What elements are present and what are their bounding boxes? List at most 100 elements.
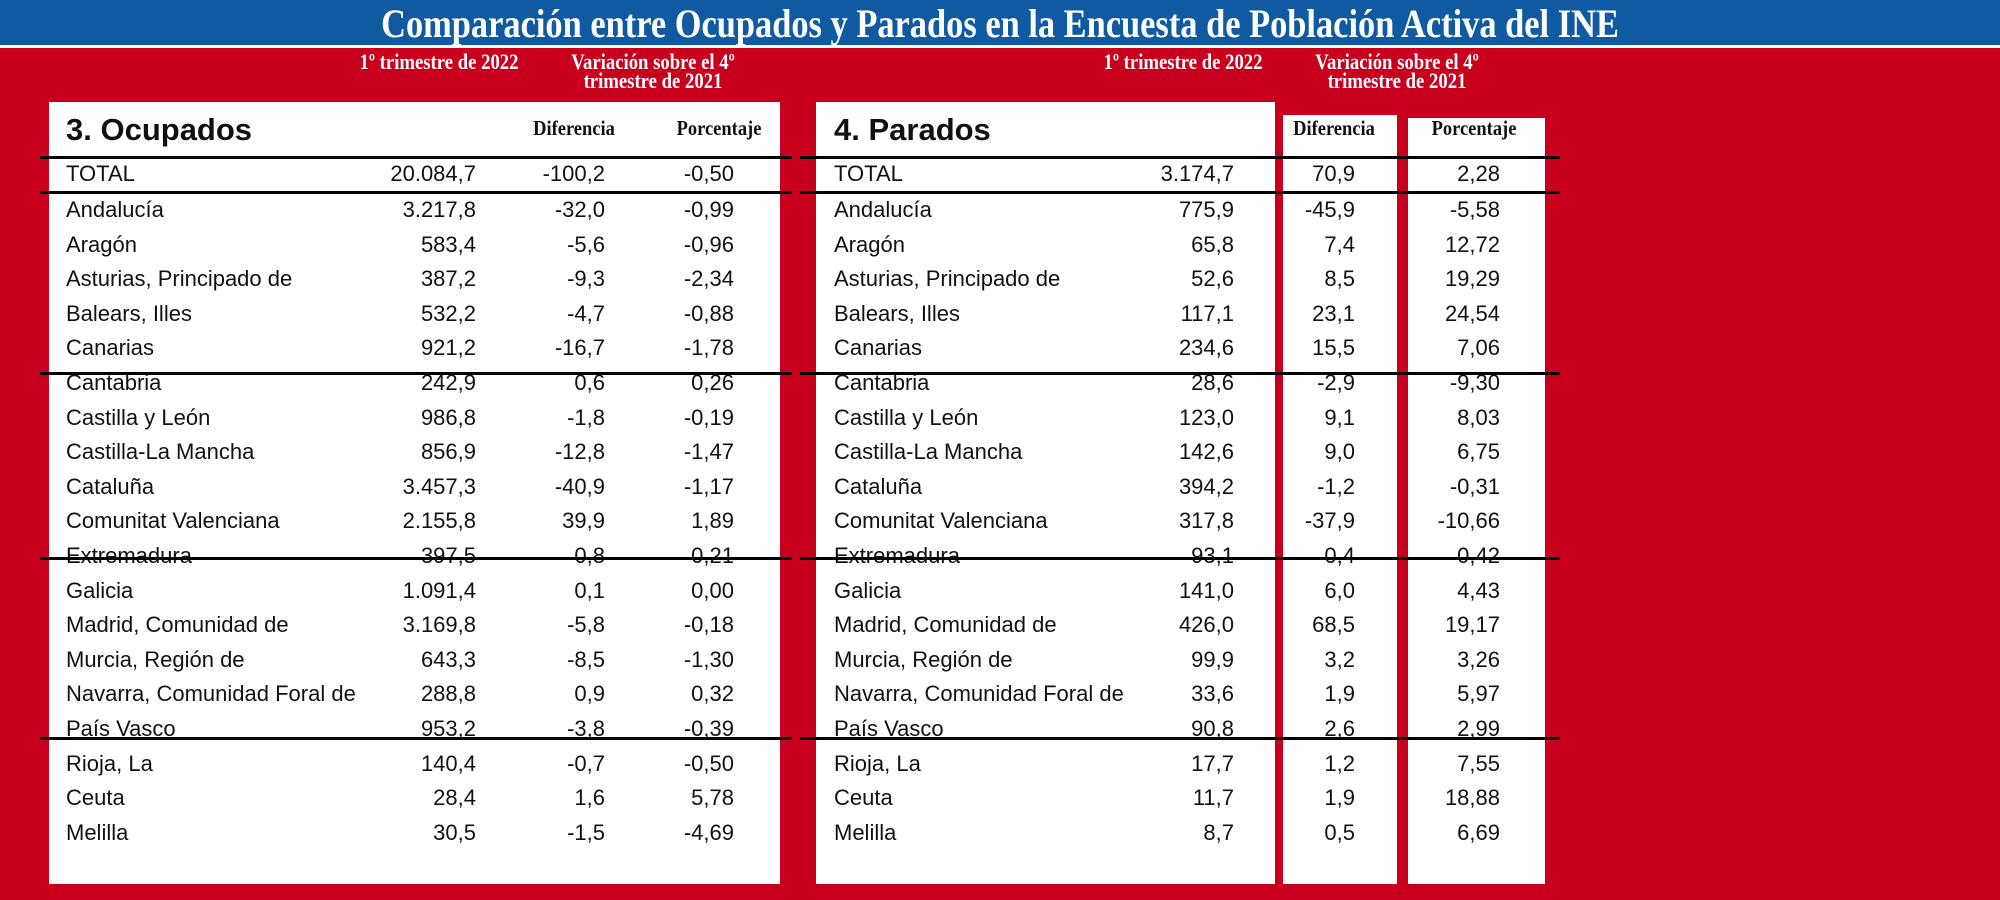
ocupados-title: 3. Ocupados <box>66 112 253 147</box>
ocupados-diff-cell: -100,2 <box>542 161 605 186</box>
ocupados-diff-cell: -1,8 <box>567 404 605 430</box>
ocupados-value-cell: 288,8 <box>420 681 476 707</box>
ocupados-value-cell: 3.169,8 <box>402 612 476 638</box>
ocupados-row: Melilla 30,5 -1,5 -4,69 <box>0 816 2000 850</box>
ocupados-value-cell: 30,5 <box>433 819 476 845</box>
parados-row: Madrid, Comunidad de 426,0 68,5 19,17 <box>0 608 2000 642</box>
ocupados-pct-cell: 0,32 <box>691 681 734 707</box>
group-divider <box>800 557 1560 560</box>
parados-pct-cell: 3,26 <box>1457 646 1500 672</box>
parados-diff-cell: 0,4 <box>1324 543 1355 568</box>
ocupados-diff-cell: 0,8 <box>574 543 605 568</box>
parados-pct-panel <box>1408 118 1545 884</box>
ocupados-pct-cell: 5,78 <box>691 785 734 811</box>
group-divider <box>800 191 1560 194</box>
ocupados-pct-cell: -4,69 <box>683 819 734 845</box>
ocupados-diff-cell: 39,9 <box>562 508 605 534</box>
parados-pct-cell: 4,43 <box>1457 577 1500 603</box>
ocupados-row: Canarias 921,2 -16,7 -1,78 <box>0 331 2000 365</box>
parados-diff-cell: 1,2 <box>1324 750 1355 776</box>
ocupados-pct-cell: -1,30 <box>683 646 734 672</box>
parados-row: Murcia, Región de 99,9 3,2 3,26 <box>0 643 2000 677</box>
ocupados-diff-cell: -16,7 <box>554 335 605 361</box>
group-divider <box>40 191 792 194</box>
parados-region-cell: Ceuta <box>834 785 893 811</box>
ocupados-row: Ceuta 28,4 1,6 5,78 <box>0 781 2000 815</box>
ocupados-value-cell: 532,2 <box>420 300 476 326</box>
ocupados-diff-cell: -5,8 <box>567 612 605 638</box>
ocupados-pct-cell: -0,18 <box>683 612 734 638</box>
ocupados-row: Navarra, Comunidad Foral de 288,8 0,9 0,32 <box>0 677 2000 711</box>
parados-pct-cell: 18,88 <box>1444 785 1500 811</box>
parados-value-cell: 3.174,7 <box>1160 161 1234 186</box>
parados-region-cell: Murcia, Región de <box>834 646 1013 672</box>
parados-diff-cell: 68,5 <box>1312 612 1355 638</box>
ocupados-region-cell: Madrid, Comunidad de <box>66 612 289 638</box>
parados-row: Navarra, Comunidad Foral de 33,6 1,9 5,97 <box>0 677 2000 711</box>
parados-diff-cell: 9,0 <box>1324 439 1355 465</box>
ocupados-region-cell: País Vasco <box>66 716 176 741</box>
parados-region-cell: Canarias <box>834 335 923 361</box>
ocupados-diff-cell: -1,5 <box>567 819 605 845</box>
parados-pct-cell: 2,99 <box>1457 716 1500 741</box>
ocupados-pct-cell: 1,89 <box>691 508 734 534</box>
ocupados-diff-cell: -9,3 <box>567 266 605 292</box>
variation-header-right: Variación sobre el 4º trimestre de 2021 <box>1315 49 1479 93</box>
ocupados-region-cell: Comunitat Valenciana <box>66 508 280 534</box>
parados-row: Andalucía 775,9 -45,9 -5,58 <box>0 193 2000 227</box>
ocupados-region-cell: Asturias, Principado de <box>66 266 293 292</box>
parados-row: Rioja, La 17,7 1,2 7,55 <box>0 747 2000 781</box>
parados-region-cell: Galicia <box>834 577 902 603</box>
ocupados-pct-cell: -0,88 <box>683 300 734 326</box>
parados-value-cell: 33,6 <box>1191 681 1234 707</box>
ocupados-row: Balears, Illes 532,2 -4,7 -0,88 <box>0 297 2000 331</box>
parados-row: Galicia 141,0 6,0 4,43 <box>0 574 2000 608</box>
ocupados-value-cell: 1.091,4 <box>402 577 476 603</box>
parados-value-cell: 123,0 <box>1178 404 1234 430</box>
parados-row: País Vasco 90,8 2,6 2,99 <box>0 712 2000 746</box>
parados-row: Melilla 8,7 0,5 6,69 <box>0 816 2000 850</box>
parados-diff-cell: -1,2 <box>1317 473 1355 499</box>
ocupados-pct-cell: -1,17 <box>683 473 734 499</box>
ocupados-diff-cell: -5,6 <box>567 231 605 257</box>
parados-panel <box>816 102 1275 884</box>
parados-pct-cell: 12,72 <box>1444 231 1500 257</box>
diff-col-header: Diferencia <box>533 116 615 140</box>
ocupados-value-cell: 986,8 <box>420 404 476 430</box>
parados-pct-cell: 24,54 <box>1444 300 1500 326</box>
ocupados-value-cell: 856,9 <box>420 439 476 465</box>
ocupados-pct-cell: -1,78 <box>683 335 734 361</box>
parados-region-cell: Cataluña <box>834 473 923 499</box>
parados-value-cell: 17,7 <box>1191 750 1234 776</box>
ocupados-region-cell: Navarra, Comunidad Foral de <box>66 681 356 707</box>
ocupados-pct-cell: -0,50 <box>683 750 734 776</box>
parados-diff-cell: 2,6 <box>1324 716 1355 741</box>
parados-row: TOTAL 3.174,7 70,9 2,28 <box>0 157 2000 191</box>
parados-value-cell: 394,2 <box>1178 473 1234 499</box>
parados-diff-cell: 23,1 <box>1312 300 1355 326</box>
ocupados-pct-cell: -2,34 <box>683 266 734 292</box>
ocupados-region-cell: Murcia, Región de <box>66 646 245 672</box>
parados-diff-cell: -37,9 <box>1304 508 1355 534</box>
parados-diff-cell: 0,5 <box>1324 819 1355 845</box>
parados-region-cell: Melilla <box>834 819 897 845</box>
parados-row: Balears, Illes 117,1 23,1 24,54 <box>0 297 2000 331</box>
parados-diff-cell: 7,4 <box>1324 231 1355 257</box>
pct-col-header: Porcentaje <box>1431 116 1517 140</box>
group-divider <box>800 156 1560 159</box>
parados-region-cell: Balears, Illes <box>834 300 960 326</box>
ocupados-region-cell: Castilla y León <box>66 404 211 430</box>
ocupados-diff-cell: -0,7 <box>567 750 605 776</box>
parados-region-cell: Madrid, Comunidad de <box>834 612 1057 638</box>
parados-diff-cell: 1,9 <box>1324 681 1355 707</box>
ocupados-region-cell: Andalucía <box>66 197 164 222</box>
group-divider <box>800 737 1560 740</box>
ocupados-region-cell: Canarias <box>66 335 155 361</box>
ocupados-row: Asturias, Principado de 387,2 -9,3 -2,34 <box>0 262 2000 296</box>
parados-diff-panel <box>1283 115 1397 884</box>
parados-region-cell: Aragón <box>834 231 905 257</box>
ocupados-pct-cell: 0,21 <box>691 543 734 568</box>
ocupados-value-cell: 3.457,3 <box>402 473 476 499</box>
ocupados-region-cell: Melilla <box>66 819 129 845</box>
parados-diff-cell: -45,9 <box>1304 197 1355 222</box>
